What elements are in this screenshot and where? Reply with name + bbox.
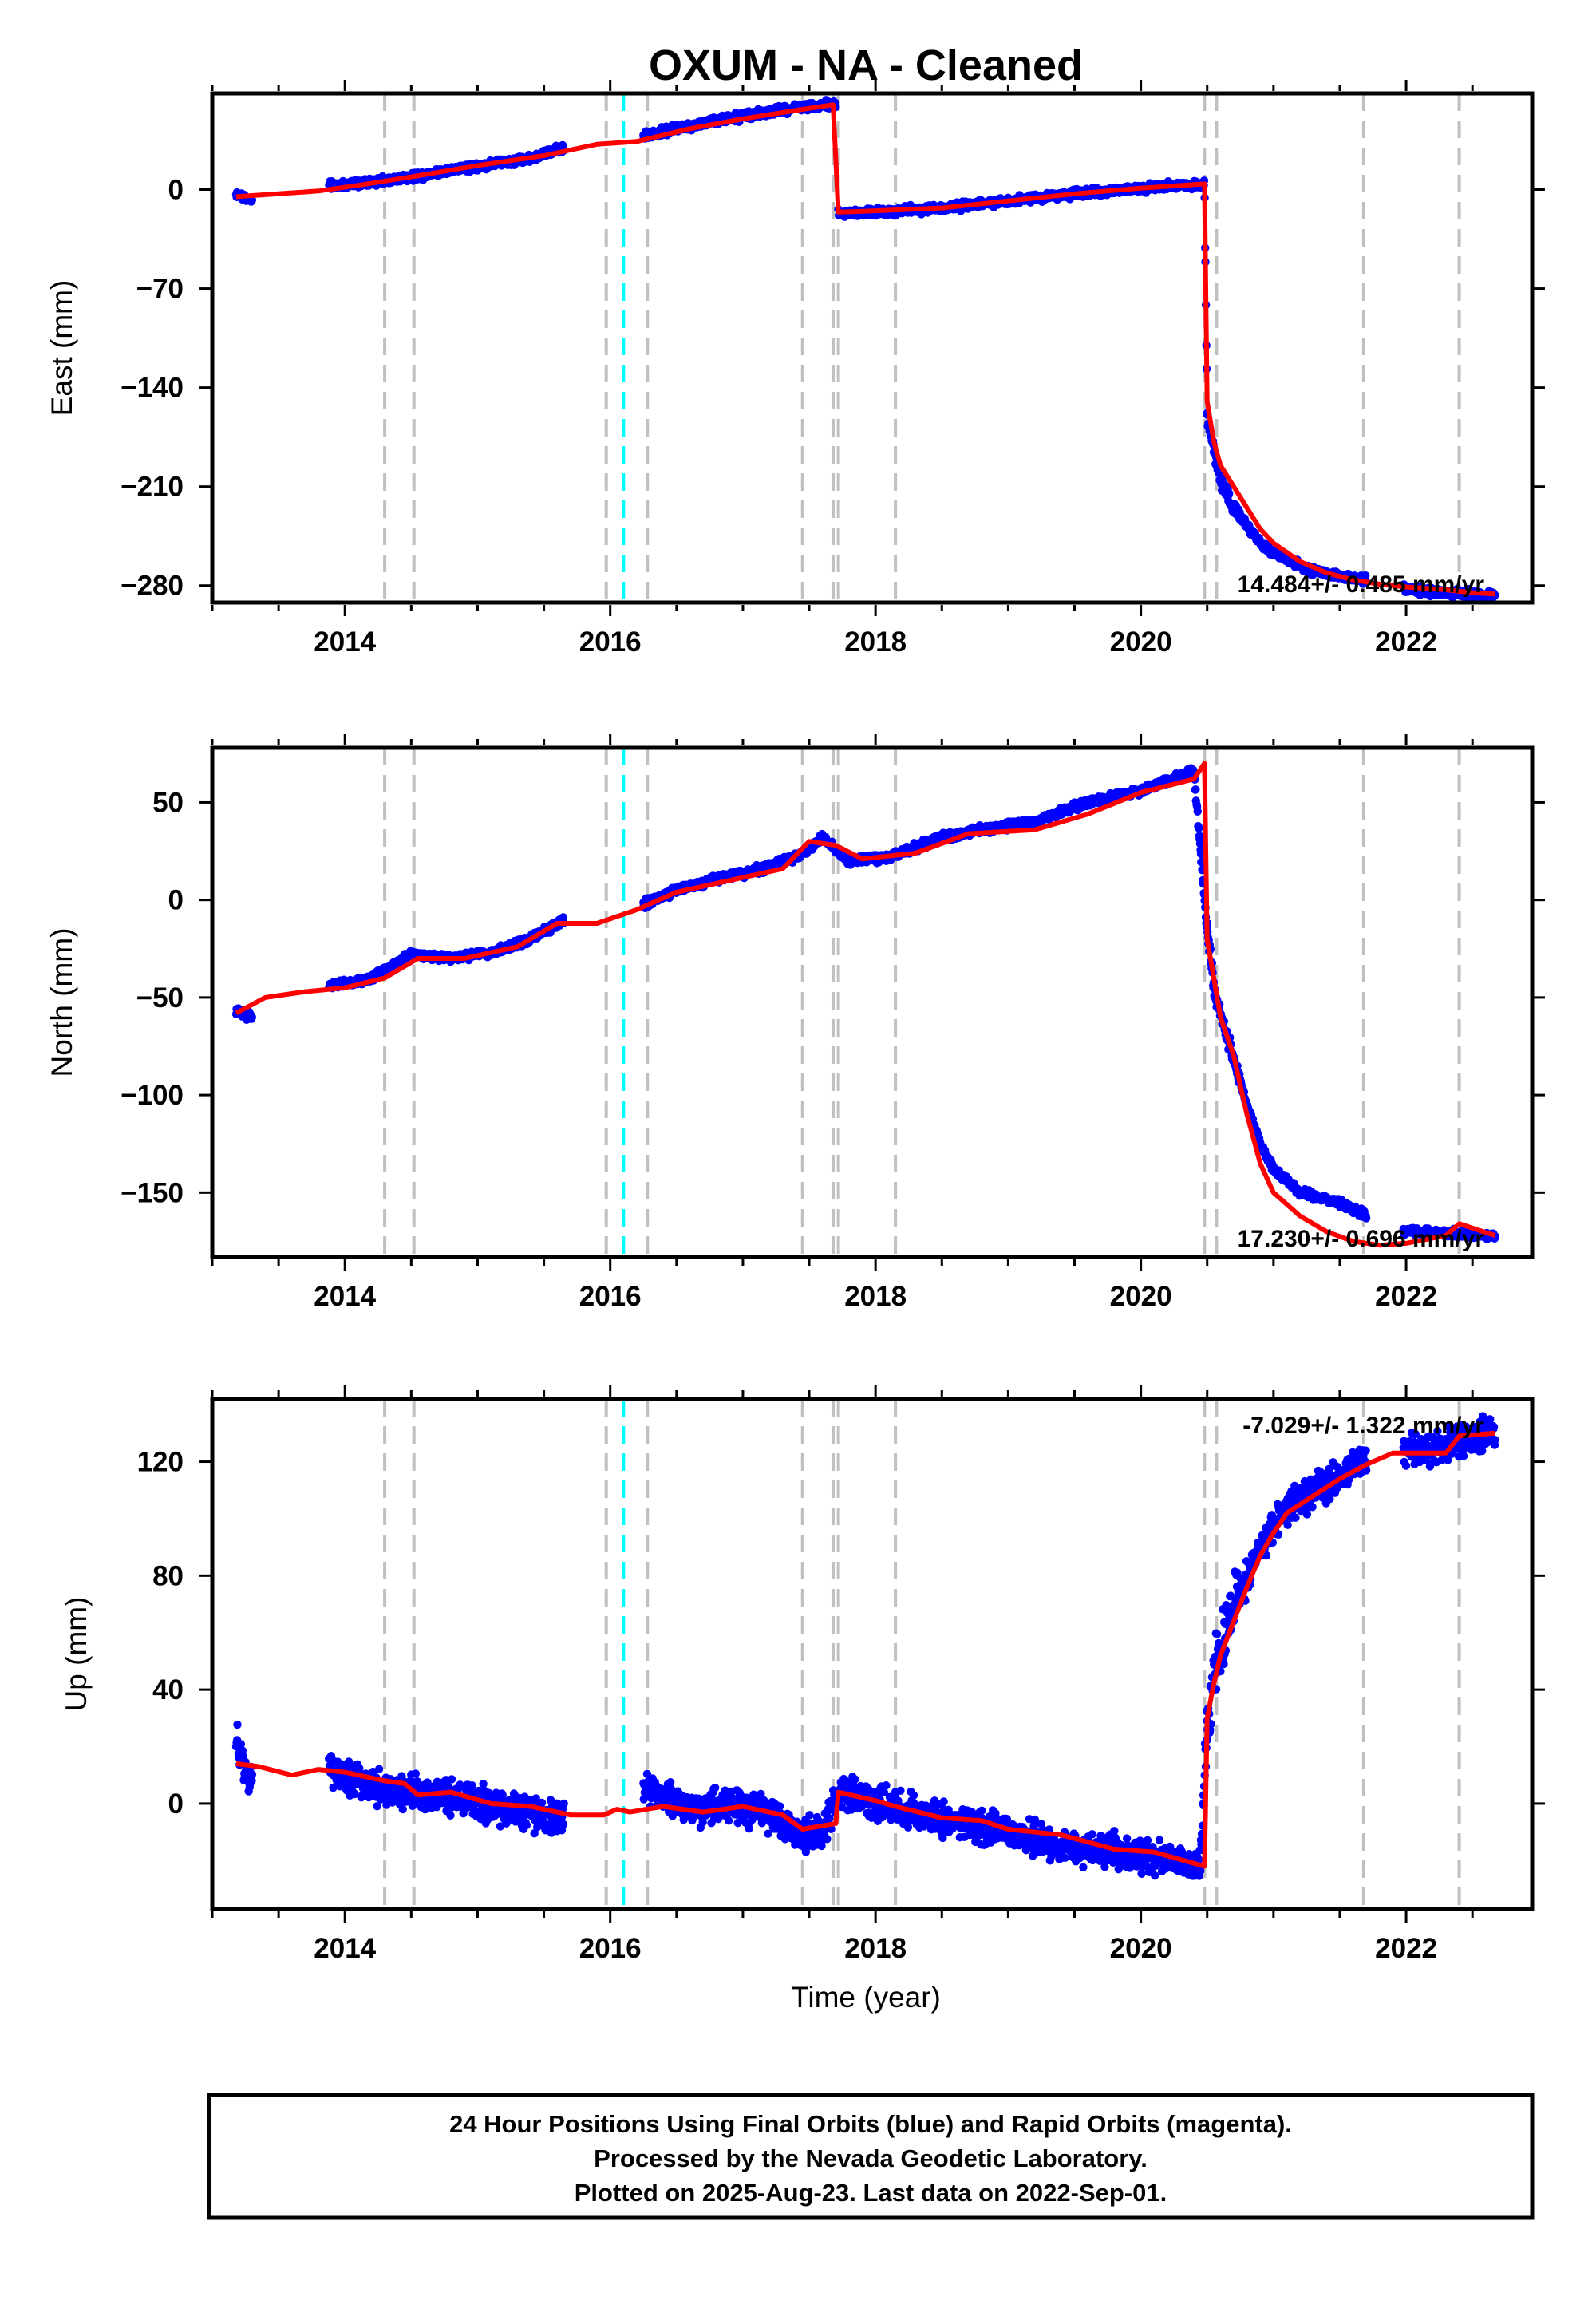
data-point — [247, 1013, 256, 1022]
north-panel: 2014 2016 2018 2020 2022500−50−100−150North … — [45, 734, 1545, 1312]
rate-label: 14.484+/- 0.485 mm/yr — [1238, 571, 1485, 598]
y-tick-label: −140 — [120, 373, 184, 404]
y-tick-label: −70 — [136, 274, 184, 305]
data-points — [231, 764, 1499, 1243]
model-line — [235, 102, 1495, 597]
data-point — [1225, 488, 1234, 498]
data-point — [1195, 824, 1203, 832]
x-tick-label: 2014 — [314, 626, 376, 658]
y-tick-label: −210 — [120, 472, 184, 503]
plot-frame — [210, 91, 1535, 605]
x-tick-label: 2018 — [844, 626, 907, 658]
data-point — [1193, 807, 1202, 816]
data-points — [231, 96, 1499, 603]
y-tick-label: −280 — [120, 571, 184, 602]
x-tick-label: 2020 — [1110, 626, 1172, 658]
x-tick-label: 2016 — [579, 626, 642, 658]
data-point — [1191, 785, 1200, 794]
y-axis-label: East (mm) — [45, 280, 78, 417]
data-point — [1361, 571, 1370, 580]
x-tick-label: 2022 — [1375, 626, 1437, 658]
east-panel: 2014 2016 2018 2020 2022 0 −70 −140 −210 −280 East… — [45, 80, 1545, 658]
y-tick-label: 0 — [168, 175, 184, 206]
figure-title: OXUM - NA - Cleaned — [649, 41, 1083, 89]
